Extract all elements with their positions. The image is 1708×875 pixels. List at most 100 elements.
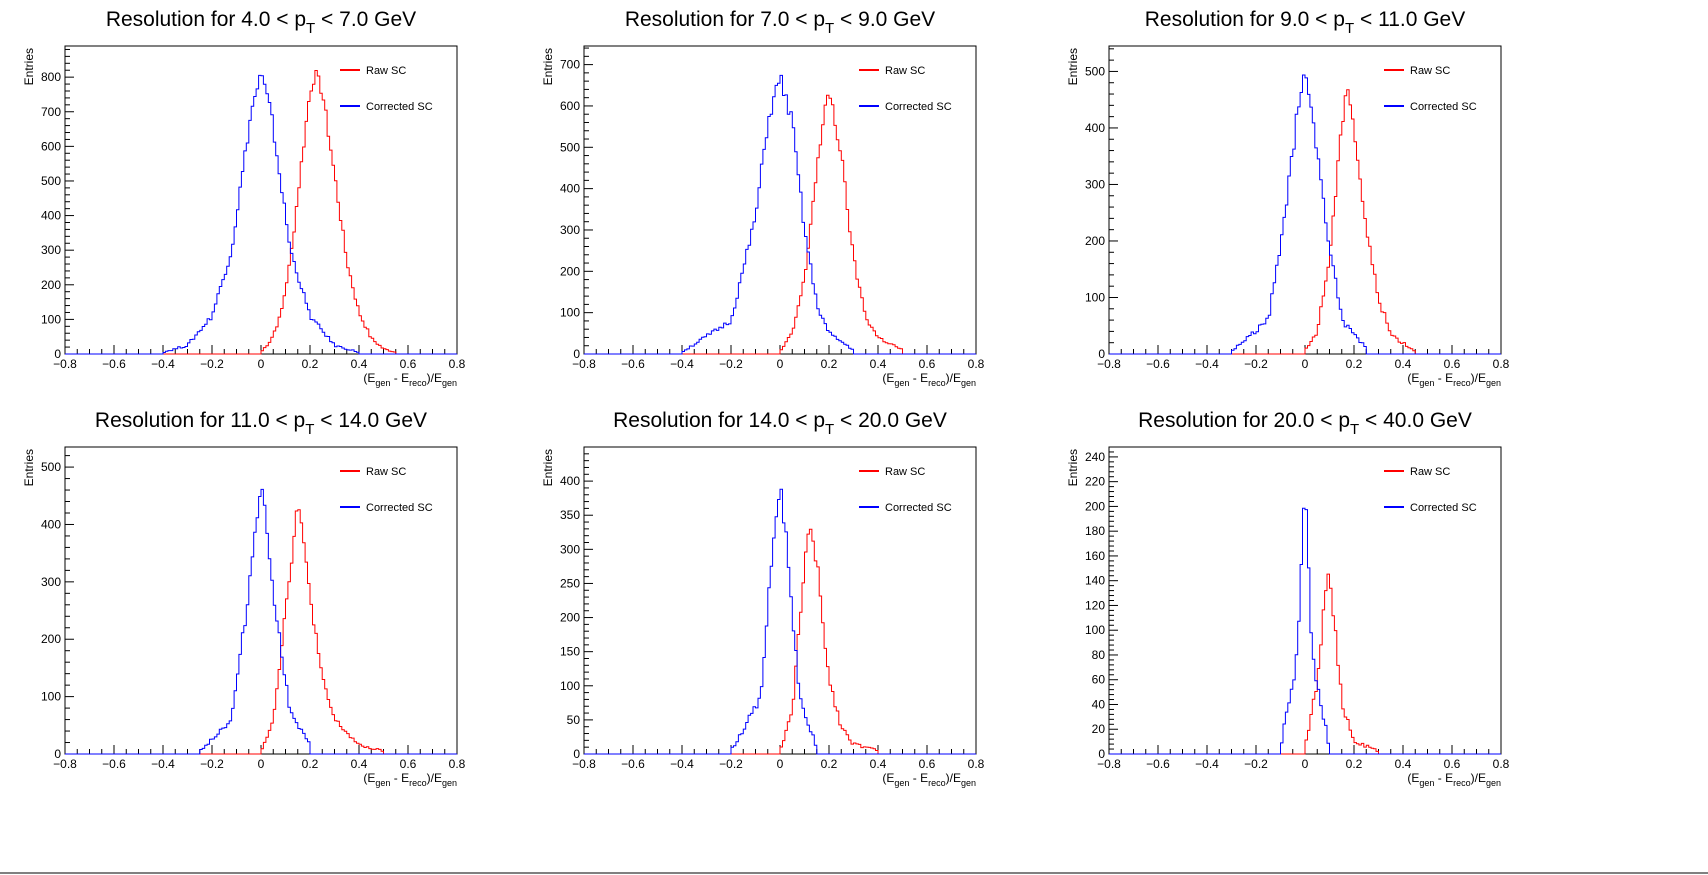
y-tick-label: 200 <box>560 264 580 278</box>
x-axis-label-part: (E <box>1407 771 1419 785</box>
x-tick-label: 0.4 <box>870 757 887 771</box>
x-axis-label-part: reco <box>409 378 427 388</box>
x-axis-label-part: (E <box>882 371 894 385</box>
x-axis-label-part: )/E <box>427 771 442 785</box>
x-tick-label: 0.2 <box>1346 357 1363 371</box>
y-tick-label: 80 <box>1092 648 1106 662</box>
y-tick-label: 500 <box>560 140 580 154</box>
legend-label: Raw SC <box>1410 65 1450 77</box>
y-tick-label: 600 <box>41 139 61 153</box>
x-axis-label-part: reco <box>409 778 427 788</box>
x-tick-label: −0.6 <box>1146 757 1170 771</box>
legend-label: Corrected SC <box>366 101 433 113</box>
x-tick-label: −0.2 <box>200 757 224 771</box>
panel-title-subscript: T <box>305 421 314 438</box>
x-axis-label-part: )/E <box>946 371 961 385</box>
panel-title-subscript: T <box>825 20 834 37</box>
x-axis-label-part: reco <box>1453 778 1471 788</box>
y-tick-label: 220 <box>1085 475 1105 489</box>
y-tick-label: 40 <box>1092 697 1106 711</box>
panel-title-prefix: Resolution for 14.0 < p <box>613 409 825 432</box>
y-tick-label: 100 <box>41 690 61 704</box>
x-tick-label: 0.4 <box>351 757 368 771</box>
y-tick-label: 160 <box>1085 549 1105 563</box>
x-tick-label: 0 <box>1302 757 1309 771</box>
x-tick-label: −0.6 <box>621 757 645 771</box>
panel-title-prefix: Resolution for 11.0 < p <box>95 409 305 432</box>
panel-title: Resolution for 20.0 < pT < 40.0 GeV <box>1138 409 1472 438</box>
legend-label: Raw SC <box>366 65 406 77</box>
y-tick-label: 400 <box>560 182 580 196</box>
series-raw-sc-histogram <box>65 70 457 355</box>
x-tick-label: 0.8 <box>968 357 985 371</box>
x-tick-label: 0.2 <box>1346 757 1363 771</box>
legend-label: Corrected SC <box>1410 101 1477 113</box>
y-tick-label: 400 <box>41 517 61 531</box>
panel-title-suffix: < 40.0 GeV <box>1359 409 1472 432</box>
x-axis-label: (Egen - Ereco)/Egen <box>363 771 457 788</box>
panel-title: Resolution for 4.0 < pT < 7.0 GeV <box>106 8 416 37</box>
x-tick-label: −0.4 <box>151 357 175 371</box>
y-tick-label: 200 <box>1085 499 1105 513</box>
series-corrected-sc-histogram <box>1109 74 1501 355</box>
x-tick-label: 0.8 <box>449 357 466 371</box>
x-tick-label: −0.8 <box>1097 757 1121 771</box>
y-tick-label: 500 <box>41 460 61 474</box>
x-axis-label-part: gen <box>1486 778 1501 788</box>
panel-title-prefix: Resolution for 9.0 < p <box>1145 8 1345 31</box>
panel-title-suffix: < 11.0 GeV <box>1354 8 1465 31</box>
panel-title-prefix: Resolution for 20.0 < p <box>1138 409 1350 432</box>
y-tick-label: 100 <box>1085 290 1105 304</box>
x-axis-label-part: - E <box>1434 771 1453 785</box>
x-tick-label: 0.2 <box>821 757 838 771</box>
legend-label: Corrected SC <box>885 101 952 113</box>
y-tick-label: 600 <box>560 99 580 113</box>
legend-label: Raw SC <box>1410 466 1450 478</box>
x-axis-label-part: gen <box>894 778 909 788</box>
y-tick-label: 200 <box>41 632 61 646</box>
x-tick-label: 0.4 <box>1395 357 1412 371</box>
x-tick-label: 0.6 <box>1444 757 1461 771</box>
x-tick-label: −0.2 <box>719 757 743 771</box>
x-tick-label: 0.2 <box>821 357 838 371</box>
x-axis-label-part: )/E <box>946 771 961 785</box>
x-axis-label-part: gen <box>375 778 390 788</box>
y-tick-label: 120 <box>1085 598 1105 612</box>
x-tick-label: −0.6 <box>1146 357 1170 371</box>
x-tick-label: 0.8 <box>1493 357 1510 371</box>
x-tick-label: −0.6 <box>102 357 126 371</box>
y-tick-label: 200 <box>41 278 61 292</box>
x-tick-label: −0.8 <box>53 757 77 771</box>
x-axis-label-part: - E <box>390 371 409 385</box>
legend-label: Raw SC <box>885 65 925 77</box>
x-tick-label: −0.6 <box>621 357 645 371</box>
x-axis-label: (Egen - Ereco)/Egen <box>882 371 976 388</box>
y-axis-label: Entries <box>1066 449 1080 486</box>
x-axis-label-part: gen <box>1486 378 1501 388</box>
plot-frame <box>1108 45 1502 355</box>
x-tick-label: 0.6 <box>1444 357 1461 371</box>
y-tick-label: 150 <box>560 645 580 659</box>
y-tick-label: 240 <box>1085 450 1105 464</box>
y-tick-label: 200 <box>1085 234 1105 248</box>
panel-title-suffix: < 7.0 GeV <box>315 8 416 31</box>
histogram-panel-2: Resolution for 7.0 < pT < 9.0 GeV −0.8 −0.… <box>541 8 985 388</box>
x-tick-label: 0.4 <box>870 357 887 371</box>
y-axis-label: Entries <box>541 449 555 486</box>
y-tick-label: 300 <box>41 243 61 257</box>
y-tick-label: 60 <box>1092 673 1106 687</box>
x-axis-label-part: - E <box>909 771 928 785</box>
x-tick-label: 0 <box>258 357 265 371</box>
x-tick-label: 0.6 <box>400 757 417 771</box>
x-tick-label: −0.4 <box>151 757 175 771</box>
legend-label: Corrected SC <box>885 502 952 514</box>
x-tick-label: 0.8 <box>449 757 466 771</box>
x-tick-label: −0.8 <box>572 757 596 771</box>
x-tick-label: −0.2 <box>200 357 224 371</box>
plot-frame <box>64 45 458 355</box>
histogram-panel-3: Resolution for 9.0 < pT < 11.0 GeV −0.8 −0… <box>1066 8 1510 388</box>
x-axis-label-part: gen <box>961 778 976 788</box>
y-axis-label: Entries <box>541 48 555 85</box>
panel-title: Resolution for 14.0 < pT < 20.0 GeV <box>613 409 947 438</box>
